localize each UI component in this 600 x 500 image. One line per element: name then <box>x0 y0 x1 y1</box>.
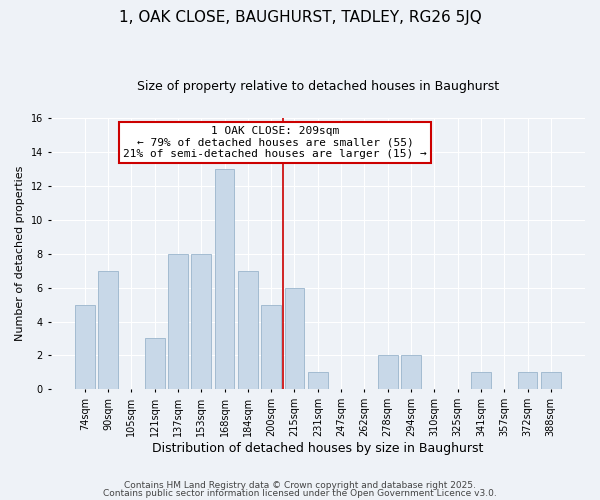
Bar <box>98 270 118 390</box>
Y-axis label: Number of detached properties: Number of detached properties <box>15 166 25 342</box>
Bar <box>541 372 561 390</box>
Bar <box>401 356 421 390</box>
Bar <box>191 254 211 390</box>
Bar <box>238 270 258 390</box>
Text: Contains public sector information licensed under the Open Government Licence v3: Contains public sector information licen… <box>103 488 497 498</box>
Bar <box>145 338 164 390</box>
Bar <box>471 372 491 390</box>
Bar <box>168 254 188 390</box>
Bar <box>261 304 281 390</box>
Bar <box>75 304 95 390</box>
Text: 1 OAK CLOSE: 209sqm
← 79% of detached houses are smaller (55)
21% of semi-detach: 1 OAK CLOSE: 209sqm ← 79% of detached ho… <box>123 126 427 159</box>
Text: Contains HM Land Registry data © Crown copyright and database right 2025.: Contains HM Land Registry data © Crown c… <box>124 481 476 490</box>
Bar <box>308 372 328 390</box>
Title: Size of property relative to detached houses in Baughurst: Size of property relative to detached ho… <box>137 80 499 93</box>
Bar <box>284 288 304 390</box>
Text: 1, OAK CLOSE, BAUGHURST, TADLEY, RG26 5JQ: 1, OAK CLOSE, BAUGHURST, TADLEY, RG26 5J… <box>119 10 481 25</box>
X-axis label: Distribution of detached houses by size in Baughurst: Distribution of detached houses by size … <box>152 442 484 455</box>
Bar <box>378 356 398 390</box>
Bar <box>215 168 235 390</box>
Bar <box>518 372 538 390</box>
